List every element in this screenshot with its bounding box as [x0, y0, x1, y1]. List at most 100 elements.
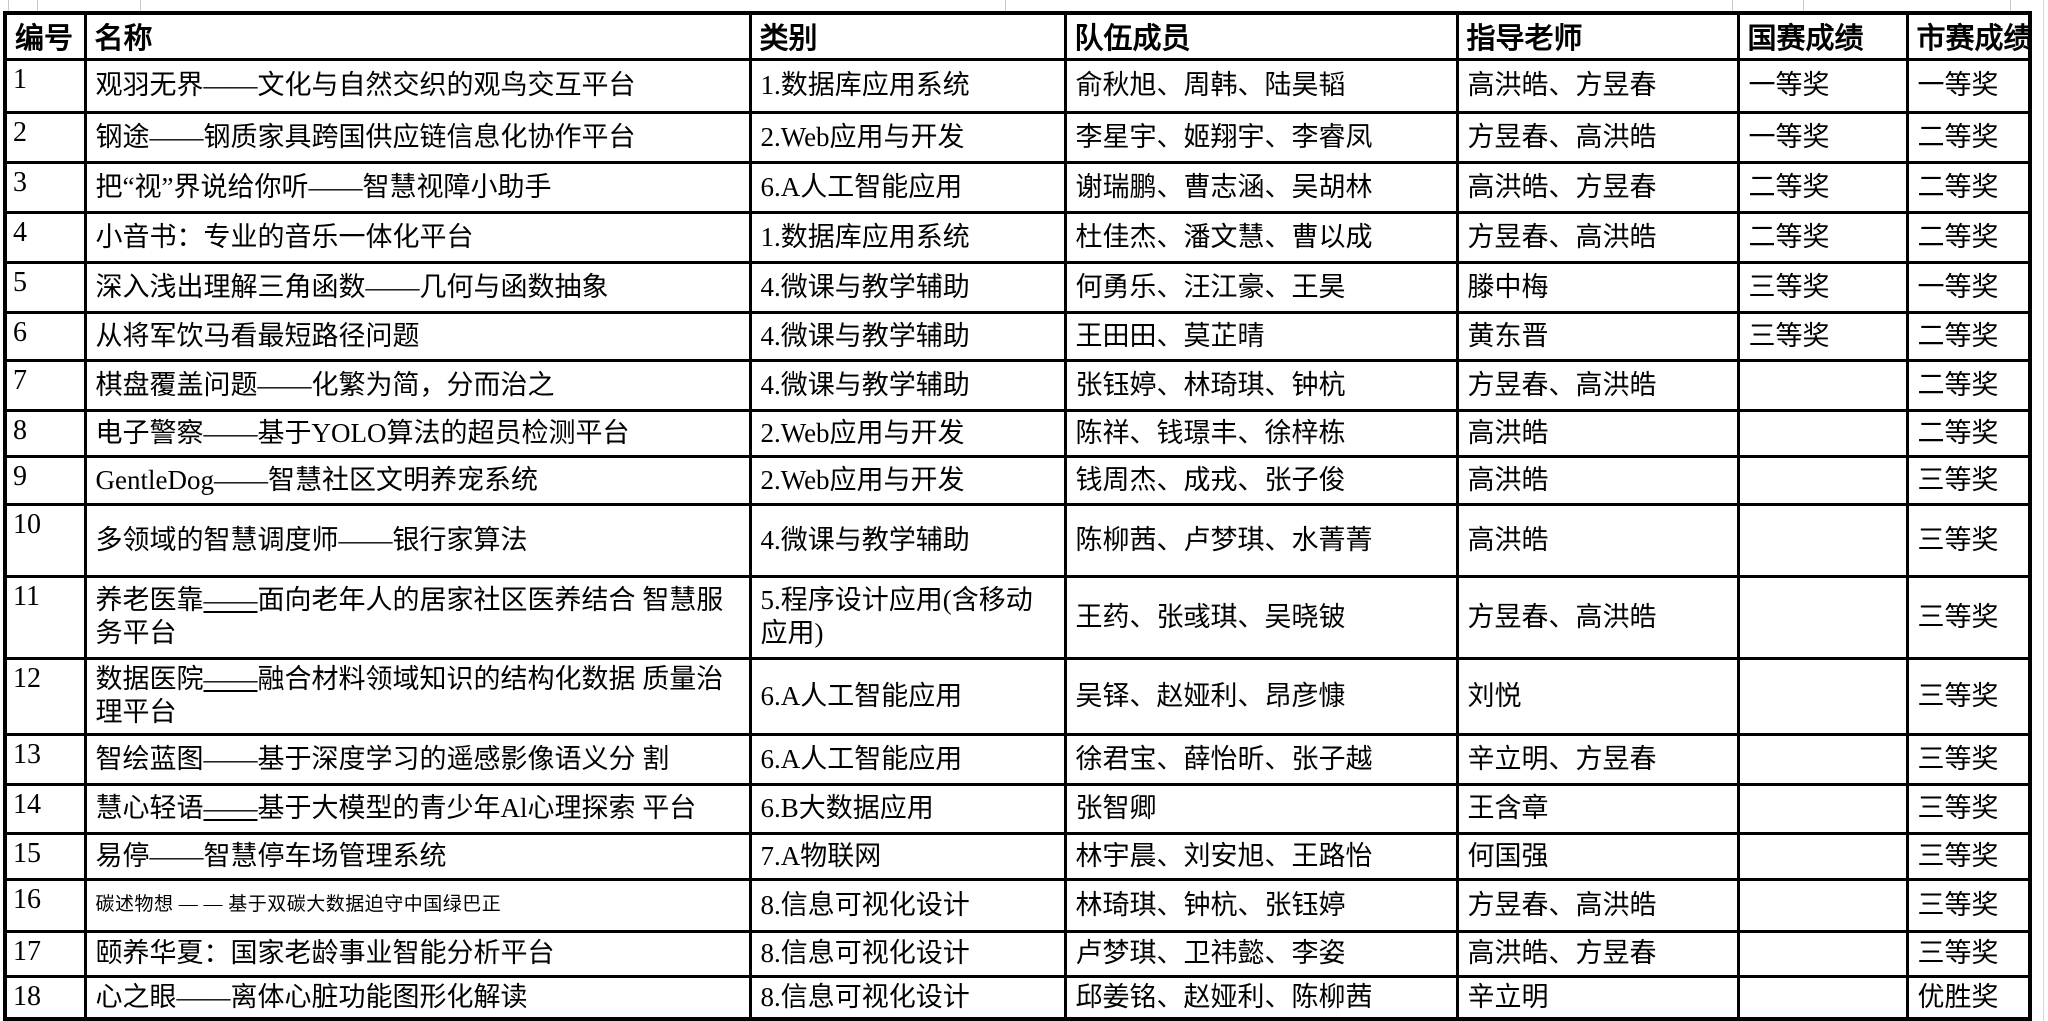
cell-members[interactable]: 林宇晨、刘安旭、王路怡 — [1063, 831, 1459, 881]
cell-city[interactable]: 三等奖 — [1905, 574, 2032, 660]
cell-category[interactable]: 2.Web应用与开发 — [748, 110, 1067, 164]
cell-national[interactable] — [1736, 656, 1909, 736]
cell-category[interactable]: 4.微课与教学辅助 — [748, 260, 1067, 314]
cell-id[interactable]: 17 — [3, 929, 87, 978]
cell-advisors[interactable]: 高洪皓 — [1455, 502, 1740, 578]
cell-city[interactable]: 二等奖 — [1905, 310, 2032, 362]
cell-id[interactable]: 16 — [3, 877, 87, 933]
cell-name[interactable]: 多领域的智慧调度师——银行家算法 — [83, 502, 752, 578]
cell-city[interactable]: 优胜奖 — [1905, 974, 2032, 1021]
cell-category[interactable]: 4.微课与教学辅助 — [748, 502, 1067, 578]
cell-members[interactable]: 谢瑞鹏、曹志涵、吴胡林 — [1063, 160, 1459, 214]
cell-id[interactable]: 2 — [3, 110, 87, 164]
cell-national[interactable] — [1736, 408, 1909, 458]
column-header-id[interactable]: 编号 — [3, 11, 87, 61]
cell-city[interactable]: 二等奖 — [1905, 160, 2032, 214]
cell-national[interactable] — [1736, 574, 1909, 660]
cell-name[interactable]: 碳述物想 — — 基于双碳大数据迫守中国绿巴正 — [83, 877, 752, 933]
cell-category[interactable]: 4.微课与教学辅助 — [748, 358, 1067, 412]
cell-national[interactable]: 一等奖 — [1736, 57, 1909, 114]
cell-members[interactable]: 钱周杰、成戎、张子俊 — [1063, 454, 1459, 506]
cell-name[interactable]: 电子警察——基于YOLO算法的超员检测平台 — [83, 408, 752, 458]
cell-national[interactable]: 一等奖 — [1736, 110, 1909, 164]
column-header-advisors[interactable]: 指导老师 — [1455, 11, 1740, 61]
cell-national[interactable] — [1736, 831, 1909, 881]
cell-city[interactable]: 三等奖 — [1905, 502, 2032, 578]
cell-city[interactable]: 二等奖 — [1905, 110, 2032, 164]
cell-name[interactable]: 钢途——钢质家具跨国供应链信息化协作平台 — [83, 110, 752, 164]
cell-category[interactable]: 1.数据库应用系统 — [748, 57, 1067, 114]
cell-name[interactable]: GentleDog——智慧社区文明养宠系统 — [83, 454, 752, 506]
cell-advisors[interactable]: 方昱春、高洪皓 — [1455, 877, 1740, 933]
cell-members[interactable]: 邱姜铭、赵娅利、陈柳茜 — [1063, 974, 1459, 1021]
cell-id[interactable]: 10 — [3, 502, 87, 578]
cell-national[interactable]: 二等奖 — [1736, 160, 1909, 214]
cell-members[interactable]: 杜佳杰、潘文慧、曹以成 — [1063, 210, 1459, 264]
cell-advisors[interactable]: 辛立明 — [1455, 974, 1740, 1021]
cell-city[interactable]: 一等奖 — [1905, 260, 2032, 314]
cell-advisors[interactable]: 高洪皓 — [1455, 454, 1740, 506]
cell-city[interactable]: 三等奖 — [1905, 656, 2032, 736]
cell-name[interactable]: 小音书：专业的音乐一体化平台 — [83, 210, 752, 264]
cell-city[interactable]: 二等奖 — [1905, 358, 2032, 412]
cell-id[interactable]: 6 — [3, 310, 87, 362]
cell-category[interactable]: 8.信息可视化设计 — [748, 974, 1067, 1021]
cell-advisors[interactable]: 滕中梅 — [1455, 260, 1740, 314]
cell-members[interactable]: 何勇乐、汪江豪、王昊 — [1063, 260, 1459, 314]
cell-advisors[interactable]: 高洪皓、方昱春 — [1455, 160, 1740, 214]
cell-national[interactable] — [1736, 358, 1909, 412]
cell-city[interactable]: 二等奖 — [1905, 210, 2032, 264]
cell-advisors[interactable]: 何国强 — [1455, 831, 1740, 881]
cell-category[interactable]: 8.信息可视化设计 — [748, 929, 1067, 978]
cell-members[interactable]: 陈祥、钱璟丰、徐梓栋 — [1063, 408, 1459, 458]
cell-advisors[interactable]: 刘悦 — [1455, 656, 1740, 736]
cell-members[interactable]: 张钰婷、林琦琪、钟杭 — [1063, 358, 1459, 412]
cell-national[interactable]: 三等奖 — [1736, 260, 1909, 314]
cell-advisors[interactable]: 黄东晋 — [1455, 310, 1740, 362]
cell-id[interactable]: 9 — [3, 454, 87, 506]
cell-national[interactable] — [1736, 929, 1909, 978]
cell-advisors[interactable]: 王含章 — [1455, 782, 1740, 835]
cell-name[interactable]: 深入浅出理解三角函数——几何与函数抽象 — [83, 260, 752, 314]
cell-advisors[interactable]: 高洪皓 — [1455, 408, 1740, 458]
cell-category[interactable]: 2.Web应用与开发 — [748, 454, 1067, 506]
cell-members[interactable]: 徐君宝、薛怡昕、张子越 — [1063, 732, 1459, 786]
cell-name[interactable]: 把“视”界说给你听——智慧视障小助手 — [83, 160, 752, 214]
cell-id[interactable]: 14 — [3, 782, 87, 835]
cell-members[interactable]: 王田田、莫芷晴 — [1063, 310, 1459, 362]
cell-id[interactable]: 18 — [3, 974, 87, 1021]
cell-members[interactable]: 吴铎、赵娅利、昂彦慷 — [1063, 656, 1459, 736]
cell-id[interactable]: 4 — [3, 210, 87, 264]
cell-name[interactable]: 易停——智慧停车场管理系统 — [83, 831, 752, 881]
column-header-national[interactable]: 国赛成绩 — [1736, 11, 1909, 61]
cell-national[interactable] — [1736, 502, 1909, 578]
cell-members[interactable]: 张智卿 — [1063, 782, 1459, 835]
cell-id[interactable]: 15 — [3, 831, 87, 881]
column-header-name[interactable]: 名称 — [83, 11, 752, 61]
cell-name[interactable]: 颐养华夏：国家老龄事业智能分析平台 — [83, 929, 752, 978]
cell-city[interactable]: 三等奖 — [1905, 877, 2032, 933]
cell-name[interactable]: 从将军饮马看最短路径问题 — [83, 310, 752, 362]
cell-category[interactable]: 2.Web应用与开发 — [748, 408, 1067, 458]
cell-id[interactable]: 3 — [3, 160, 87, 214]
cell-city[interactable]: 三等奖 — [1905, 454, 2032, 506]
cell-advisors[interactable]: 高洪皓、方昱春 — [1455, 57, 1740, 114]
cell-category[interactable]: 4.微课与教学辅助 — [748, 310, 1067, 362]
cell-city[interactable]: 三等奖 — [1905, 831, 2032, 881]
cell-national[interactable]: 三等奖 — [1736, 310, 1909, 362]
cell-category[interactable]: 6.A人工智能应用 — [748, 656, 1067, 736]
cell-name[interactable]: 养老医靠——面向老年人的居家社区医养结合 智慧服务平台 — [83, 574, 752, 660]
cell-id[interactable]: 1 — [3, 57, 87, 114]
cell-category[interactable]: 8.信息可视化设计 — [748, 877, 1067, 933]
cell-national[interactable]: 二等奖 — [1736, 210, 1909, 264]
cell-name[interactable]: 观羽无界——文化与自然交织的观鸟交互平台 — [83, 57, 752, 114]
cell-members[interactable]: 王药、张彧琪、吴晓铍 — [1063, 574, 1459, 660]
cell-id[interactable]: 8 — [3, 408, 87, 458]
cell-members[interactable]: 林琦琪、钟杭、张钰婷 — [1063, 877, 1459, 933]
column-header-category[interactable]: 类别 — [748, 11, 1067, 61]
cell-name[interactable]: 慧心轻语——基于大模型的青少年Al心理探索 平台 — [83, 782, 752, 835]
cell-id[interactable]: 13 — [3, 732, 87, 786]
cell-name[interactable]: 棋盘覆盖问题——化繁为简，分而治之 — [83, 358, 752, 412]
cell-advisors[interactable]: 方昱春、高洪皓 — [1455, 358, 1740, 412]
cell-members[interactable]: 卢梦琪、卫祎懿、李姿 — [1063, 929, 1459, 978]
